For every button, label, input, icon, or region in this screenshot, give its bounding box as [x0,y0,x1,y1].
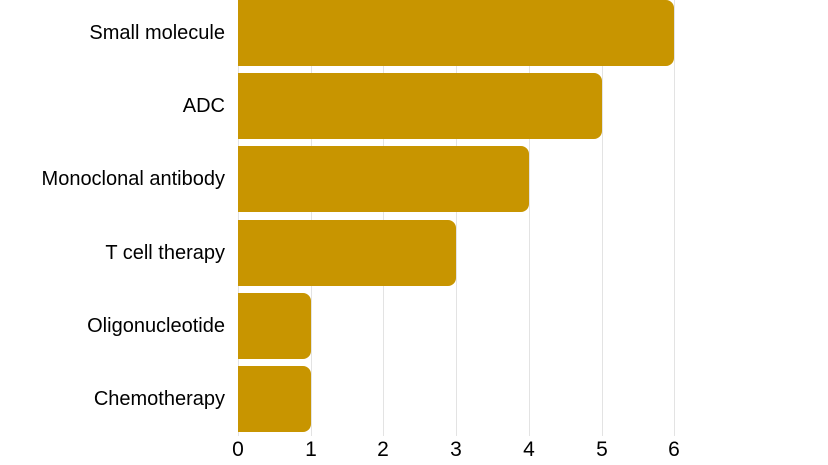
x-tick-label-0: 0 [232,438,244,461]
gridline-3 [456,0,457,436]
x-tick-label-4: 4 [523,438,535,461]
bar-monoclonal-antibody [238,146,529,212]
category-label-oligonucleotide: Oligonucleotide [87,315,225,337]
x-tick-label-2: 2 [377,438,389,461]
x-tick-label-6: 6 [668,438,680,461]
bar-chemotherapy [238,366,311,432]
bar-adc [238,73,602,139]
gridline-1 [311,0,312,436]
gridline-0 [238,0,239,436]
x-tick-label-5: 5 [596,438,608,461]
gridline-4 [529,0,530,436]
gridline-2 [383,0,384,436]
category-label-adc: ADC [182,95,225,117]
bar-t-cell-therapy [238,220,456,286]
category-label-chemotherapy: Chemotherapy [93,388,225,410]
gridline-6 [674,0,675,436]
x-tick-label-1: 1 [305,438,317,461]
bar-small-molecule [238,0,674,66]
category-label-small-molecule: Small molecule [89,22,225,44]
gridline-5 [602,0,603,436]
category-label-t-cell-therapy: T cell therapy [105,242,225,264]
bar-oligonucleotide [238,293,311,359]
x-tick-label-3: 3 [450,438,462,461]
category-label-monoclonal-antibody: Monoclonal antibody [41,168,225,190]
